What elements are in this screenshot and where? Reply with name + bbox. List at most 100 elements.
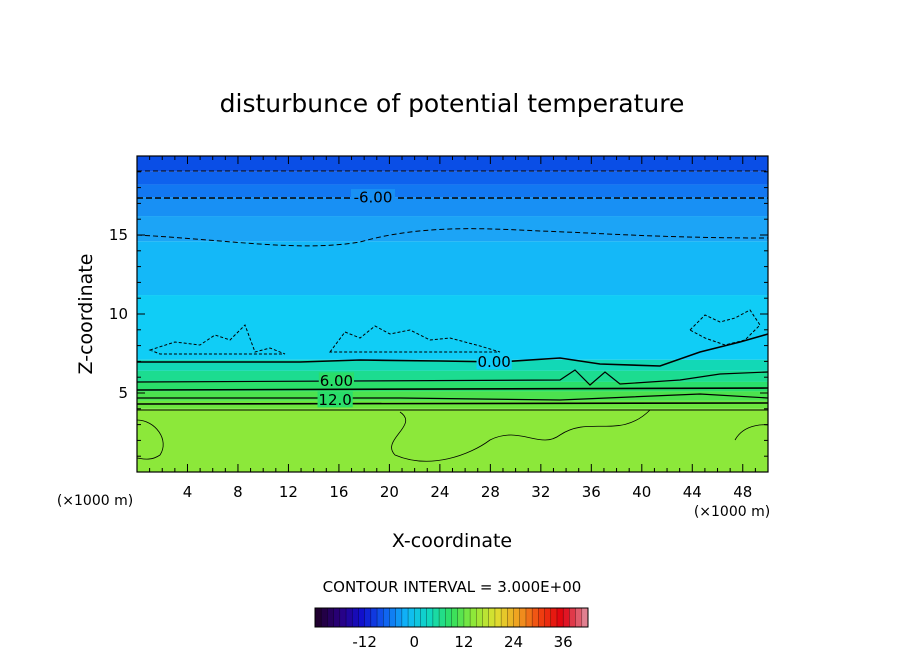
x-tick-label: 32 [531, 483, 550, 501]
colorbar-swatch [457, 608, 465, 627]
contour-label-bg [350, 189, 395, 206]
y-axis: 5 10 15 [109, 171, 768, 457]
colorbar-swatch [420, 608, 428, 627]
contour-line-3 [137, 369, 768, 386]
dashed-pocket-right [689, 309, 761, 346]
colorbar-swatch [321, 608, 328, 627]
contour-band-4 [137, 216, 768, 242]
colorbar-swatch [519, 608, 527, 627]
x-unit-right: (×1000 m) [694, 504, 770, 520]
contour-interval-note: CONTOUR INTERVAL = 3.000E+00 [323, 578, 582, 596]
contour-line-12 [137, 402, 768, 405]
colorbar-swatch [432, 608, 440, 627]
contour-line-9 [137, 393, 768, 401]
colorbar-swatch [395, 608, 403, 627]
colorbar-swatch [463, 608, 471, 627]
colorbar-swatch [383, 608, 390, 627]
colorbar-swatch [445, 608, 452, 627]
colorbar-swatch [581, 608, 589, 627]
colorbar-frame [314, 607, 589, 628]
colorbar-swatch [569, 608, 577, 627]
colorbar-swatch [575, 608, 583, 627]
x-tick-label: 28 [481, 483, 500, 501]
colorbar-swatch [451, 608, 459, 627]
colorbar-swatch [358, 608, 366, 627]
colorbar-swatch [327, 608, 335, 627]
colorbar-swatch [414, 608, 421, 627]
y-tick-label: 5 [118, 384, 128, 402]
x-axis: 4 8 12 16 20 24 28 32 36 40 44 48 [149, 156, 756, 501]
x-unit-left: (×1000 m) [57, 493, 133, 509]
contour-line-0 [137, 333, 768, 367]
y-tick-label: 10 [109, 305, 128, 323]
colorbar-swatch [538, 608, 546, 627]
x-tick-label: 16 [329, 483, 348, 501]
contour-bands [137, 156, 768, 472]
contour-label-bg [317, 391, 353, 408]
contour-label: 12.0 [318, 391, 351, 409]
x-tick-label: 44 [683, 483, 702, 501]
colorbar-swatch [532, 608, 539, 627]
contour-line-6 [137, 387, 768, 391]
colorbar-swatch [470, 608, 477, 627]
colorbar-swatch [315, 608, 322, 627]
colorbar-swatch [439, 608, 446, 627]
contour-band-8 [137, 370, 768, 382]
x-axis-title: X-coordinate [392, 530, 512, 552]
contour-band-1 [137, 171, 768, 185]
colorbar-swatch [377, 608, 384, 627]
colorbar-swatch [507, 608, 515, 627]
contour-band-0 [137, 156, 768, 172]
contour-band-12 [137, 408, 768, 472]
x-tick-label: 36 [582, 483, 601, 501]
plot-area [137, 156, 768, 472]
colorbar [314, 607, 589, 628]
x-tick-label: 40 [632, 483, 651, 501]
x-tick-label: 8 [233, 483, 243, 501]
dashed-pocket-left [148, 324, 286, 355]
contour-loop-left [137, 419, 164, 460]
colorbar-swatch [389, 608, 397, 627]
colorbar-ticks: -12 0 12 24 36 [352, 633, 572, 651]
contour-line-dashed-upper [137, 228, 768, 247]
colorbar-tick-label: 0 [409, 633, 419, 651]
x-tick-label: 12 [279, 483, 298, 501]
contour-band-9 [137, 381, 768, 392]
colorbar-tick-label: 12 [454, 633, 473, 651]
colorbar-swatch [550, 608, 558, 627]
contour-label: -6.00 [354, 189, 393, 207]
x-tick-label: 48 [733, 483, 752, 501]
contour-band-7 [137, 359, 768, 371]
contour-label: 6.00 [320, 372, 353, 390]
colorbar-swatch [556, 608, 564, 627]
colorbar-swatch [476, 608, 484, 627]
colorbar-tick-label: -12 [352, 633, 377, 651]
colorbar-tick-label: 36 [554, 633, 573, 651]
colorbar-swatch [408, 608, 415, 627]
colorbar-swatch [370, 608, 378, 627]
contour-band-3 [137, 197, 768, 217]
contour-band-2 [137, 184, 768, 198]
x-tick-label: 4 [183, 483, 193, 501]
contour-band-10 [137, 391, 768, 401]
y-tick-label: 15 [109, 226, 128, 244]
x-tick-label: 24 [430, 483, 449, 501]
colorbar-swatch [494, 608, 502, 627]
contour-label-bg [318, 372, 354, 389]
contour-band-5 [137, 241, 768, 296]
contour-band-11 [137, 400, 768, 409]
colorbar-swatch [525, 608, 533, 627]
colorbar-swatch [364, 608, 372, 627]
colorbar-swatch [501, 608, 508, 627]
colorbar-swatch [563, 608, 570, 627]
colorbar-swatch [544, 608, 552, 627]
dashed-pocket-mid [329, 325, 501, 353]
colorbar-swatch [339, 608, 347, 627]
colorbar-swatch [352, 608, 359, 627]
contour-wave-bottom [391, 409, 651, 462]
contour-label-bg [476, 353, 512, 370]
colorbar-swatch [482, 608, 490, 627]
colorbar-swatch [333, 608, 341, 627]
colorbar-swatch [401, 608, 409, 627]
